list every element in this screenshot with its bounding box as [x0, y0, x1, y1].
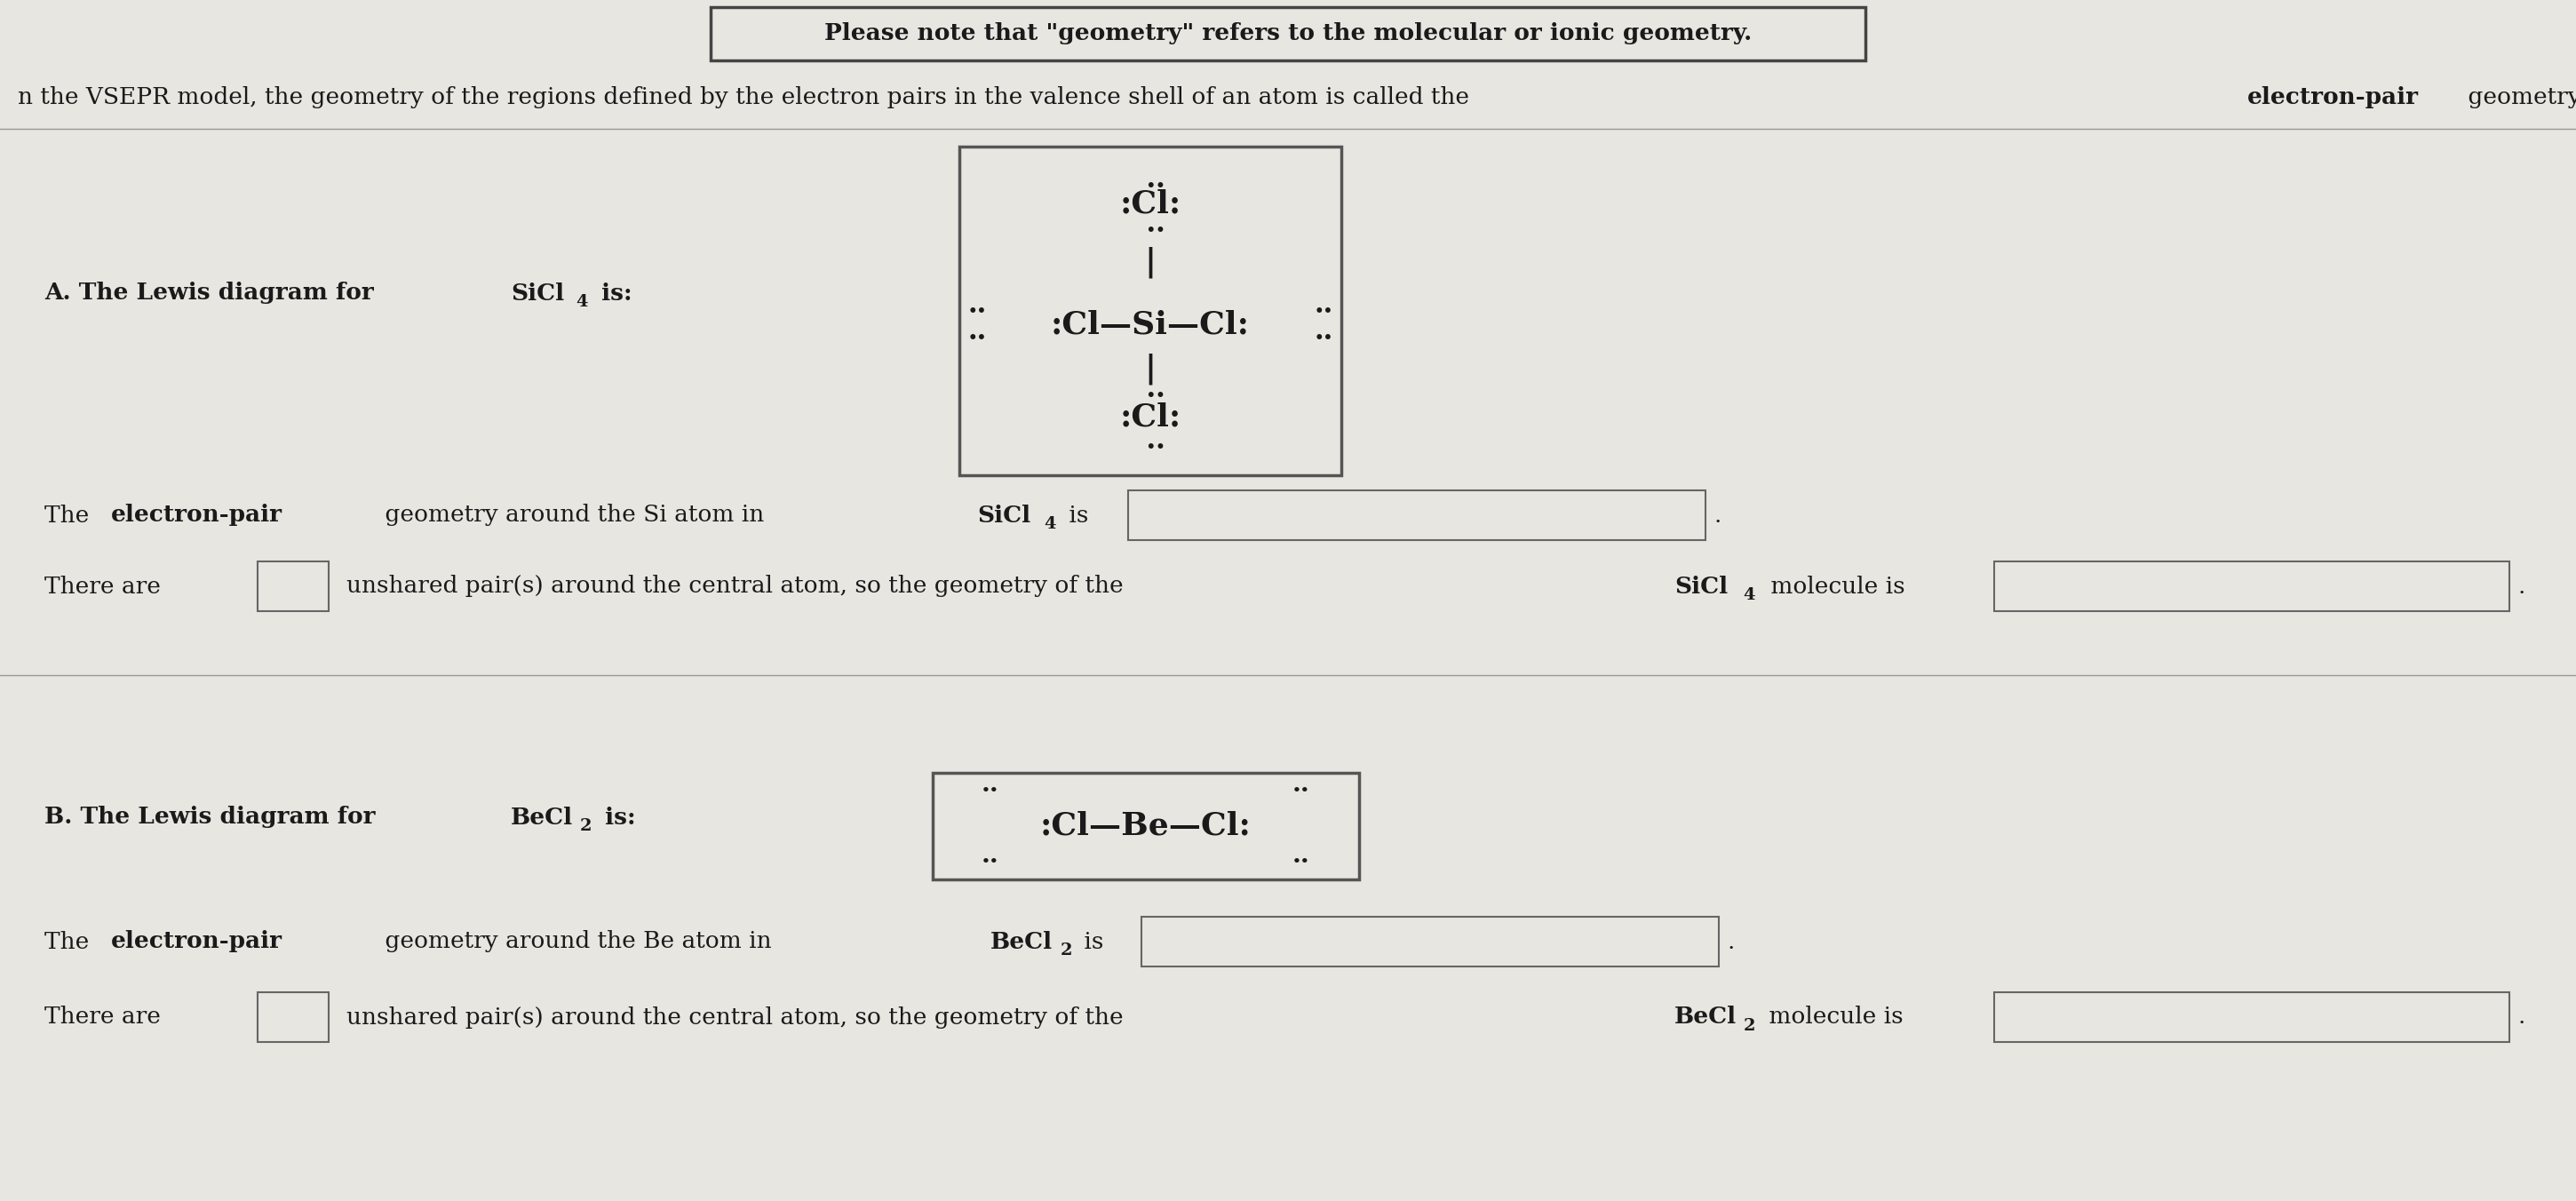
Text: :Cl—Si—Cl:: :Cl—Si—Cl:	[1051, 309, 1249, 340]
Text: BeCl: BeCl	[1674, 1006, 1736, 1028]
Text: SiCl: SiCl	[510, 282, 564, 304]
Text: B. The Lewis diagram for: B. The Lewis diagram for	[44, 806, 384, 829]
Text: BeCl: BeCl	[510, 806, 572, 829]
Text: 2: 2	[1061, 943, 1072, 958]
Text: BeCl: BeCl	[989, 931, 1054, 952]
Text: .: .	[2519, 1006, 2524, 1028]
Text: ••: ••	[981, 855, 999, 868]
Text: geometry.: geometry.	[2460, 86, 2576, 109]
Text: ••: ••	[1293, 784, 1311, 796]
Text: 2: 2	[1744, 1018, 1757, 1034]
Text: geometry around the Si atom in: geometry around the Si atom in	[379, 504, 773, 526]
Text: unshared pair(s) around the central atom, so the geometry of the: unshared pair(s) around the central atom…	[345, 1006, 1131, 1028]
Text: 4: 4	[1043, 516, 1056, 532]
Text: .: .	[1728, 931, 1736, 952]
Text: ••: ••	[1136, 179, 1164, 195]
Text: The: The	[44, 504, 95, 526]
Bar	[1994, 561, 2509, 611]
Text: 4: 4	[1744, 587, 1754, 603]
Text: is: is	[1077, 931, 1103, 952]
Text: ••: ••	[1136, 388, 1164, 402]
Text: There are: There are	[44, 575, 160, 597]
Text: .: .	[1716, 504, 1721, 526]
Bar	[1994, 992, 2509, 1042]
Text: ••: ••	[1293, 855, 1311, 868]
Text: SiCl: SiCl	[976, 504, 1030, 526]
Text: A. The Lewis diagram for: A. The Lewis diagram for	[44, 282, 381, 304]
Text: electron-pair: electron-pair	[111, 504, 283, 526]
Text: .: .	[2519, 575, 2524, 597]
Text: 2: 2	[580, 818, 592, 835]
Bar	[958, 147, 1342, 476]
Text: n the VSEPR model, the geometry of the regions defined by the electron pairs in : n the VSEPR model, the geometry of the r…	[18, 86, 1476, 109]
Text: ••: ••	[969, 330, 987, 345]
Bar	[711, 7, 1865, 60]
Bar	[258, 992, 330, 1042]
Text: molecule is: molecule is	[1762, 1006, 1904, 1028]
Bar	[1128, 490, 1705, 540]
Text: ••: ••	[1314, 304, 1332, 318]
Text: ••: ••	[1314, 330, 1332, 345]
Text: electron-pair: electron-pair	[111, 931, 283, 952]
Text: is:: is:	[598, 806, 636, 829]
Text: ••: ••	[969, 304, 987, 318]
Text: SiCl: SiCl	[1674, 575, 1728, 597]
Bar	[933, 772, 1360, 879]
Text: :Cl—Be—Cl:: :Cl—Be—Cl:	[1041, 811, 1252, 841]
Text: |: |	[1144, 246, 1157, 277]
Bar	[258, 561, 330, 611]
Text: electron-pair: electron-pair	[2246, 86, 2419, 109]
Text: There are: There are	[44, 1006, 160, 1028]
Text: |: |	[1144, 353, 1157, 384]
Text: :Cl:: :Cl:	[1121, 402, 1180, 432]
Text: unshared pair(s) around the central atom, so the geometry of the: unshared pair(s) around the central atom…	[345, 575, 1131, 597]
Text: is: is	[1061, 504, 1090, 526]
Text: is:: is:	[592, 282, 631, 304]
Text: The: The	[44, 931, 95, 952]
Bar	[1141, 916, 1718, 967]
Text: geometry around the Be atom in: geometry around the Be atom in	[379, 931, 778, 952]
Text: ••: ••	[1136, 440, 1164, 454]
Text: ••: ••	[981, 784, 999, 796]
Text: molecule is: molecule is	[1762, 575, 1906, 597]
Text: 4: 4	[574, 294, 587, 310]
Text: ••: ••	[1136, 223, 1164, 239]
Text: :Cl:: :Cl:	[1121, 190, 1180, 220]
Text: Please note that "geometry" refers to the molecular or ionic geometry.: Please note that "geometry" refers to th…	[824, 23, 1752, 44]
